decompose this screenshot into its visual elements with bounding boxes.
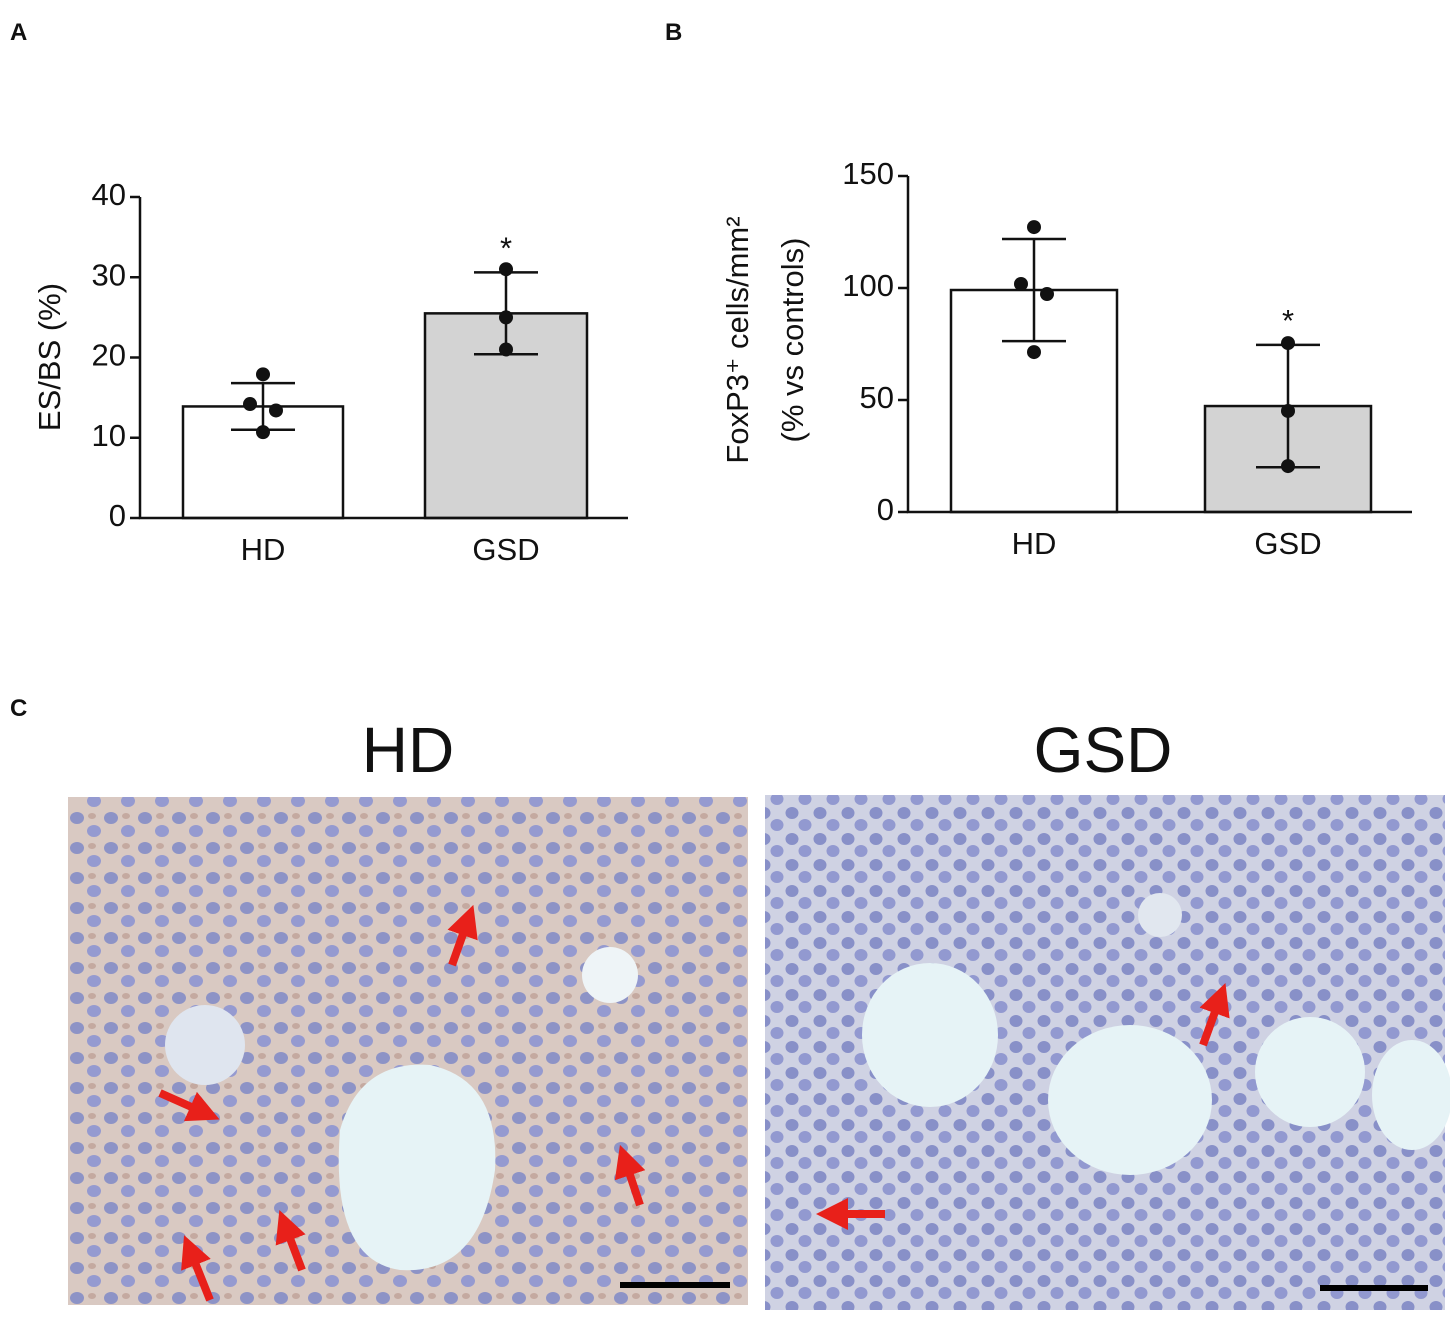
axes	[906, 176, 1412, 514]
data-point	[1281, 336, 1295, 351]
y-tick-label: 0	[877, 492, 894, 527]
data-point	[499, 310, 513, 325]
x-tick-label: GSD	[1254, 526, 1321, 561]
data-point	[256, 425, 270, 440]
micrograph	[765, 795, 1450, 1310]
data-point	[1014, 276, 1028, 291]
panel-label: C	[10, 695, 27, 722]
error-bar	[1002, 237, 1066, 343]
significance-label: *	[500, 231, 512, 266]
y-tick-label: 40	[92, 177, 126, 212]
data-point	[1027, 220, 1041, 235]
panel-label: B	[665, 19, 682, 46]
data-point	[1027, 345, 1041, 360]
y-tick-label: 100	[842, 268, 894, 303]
data-point	[1281, 403, 1295, 418]
data-point	[499, 342, 513, 357]
data-point	[1040, 287, 1054, 302]
panel-label: A	[10, 19, 27, 46]
data-point	[243, 397, 257, 412]
image-title: GSD	[1034, 714, 1173, 786]
x-tick-label: HD	[241, 532, 286, 567]
x-tick-label: GSD	[472, 532, 539, 567]
x-tick-label: HD	[1012, 526, 1057, 561]
axes	[138, 197, 628, 520]
y-tick-label: 30	[92, 257, 126, 292]
y-tick-label: 20	[92, 338, 126, 373]
data-point	[269, 403, 283, 418]
image-title: HD	[362, 714, 454, 786]
y-axis-label: FoxP3⁺ cells/mm²	[720, 216, 755, 463]
y-tick-label: 10	[92, 418, 126, 453]
significance-label: *	[1282, 303, 1294, 338]
data-point	[256, 367, 270, 382]
y-tick-label: 50	[860, 380, 894, 415]
y-tick-label: 150	[842, 156, 894, 191]
data-point	[1281, 459, 1295, 474]
data-point	[499, 262, 513, 277]
micrograph	[68, 797, 748, 1305]
y-tick-label: 0	[109, 498, 126, 533]
y-axis-label: (% vs controls)	[775, 238, 810, 443]
y-axis-label: ES/BS (%)	[32, 283, 67, 431]
